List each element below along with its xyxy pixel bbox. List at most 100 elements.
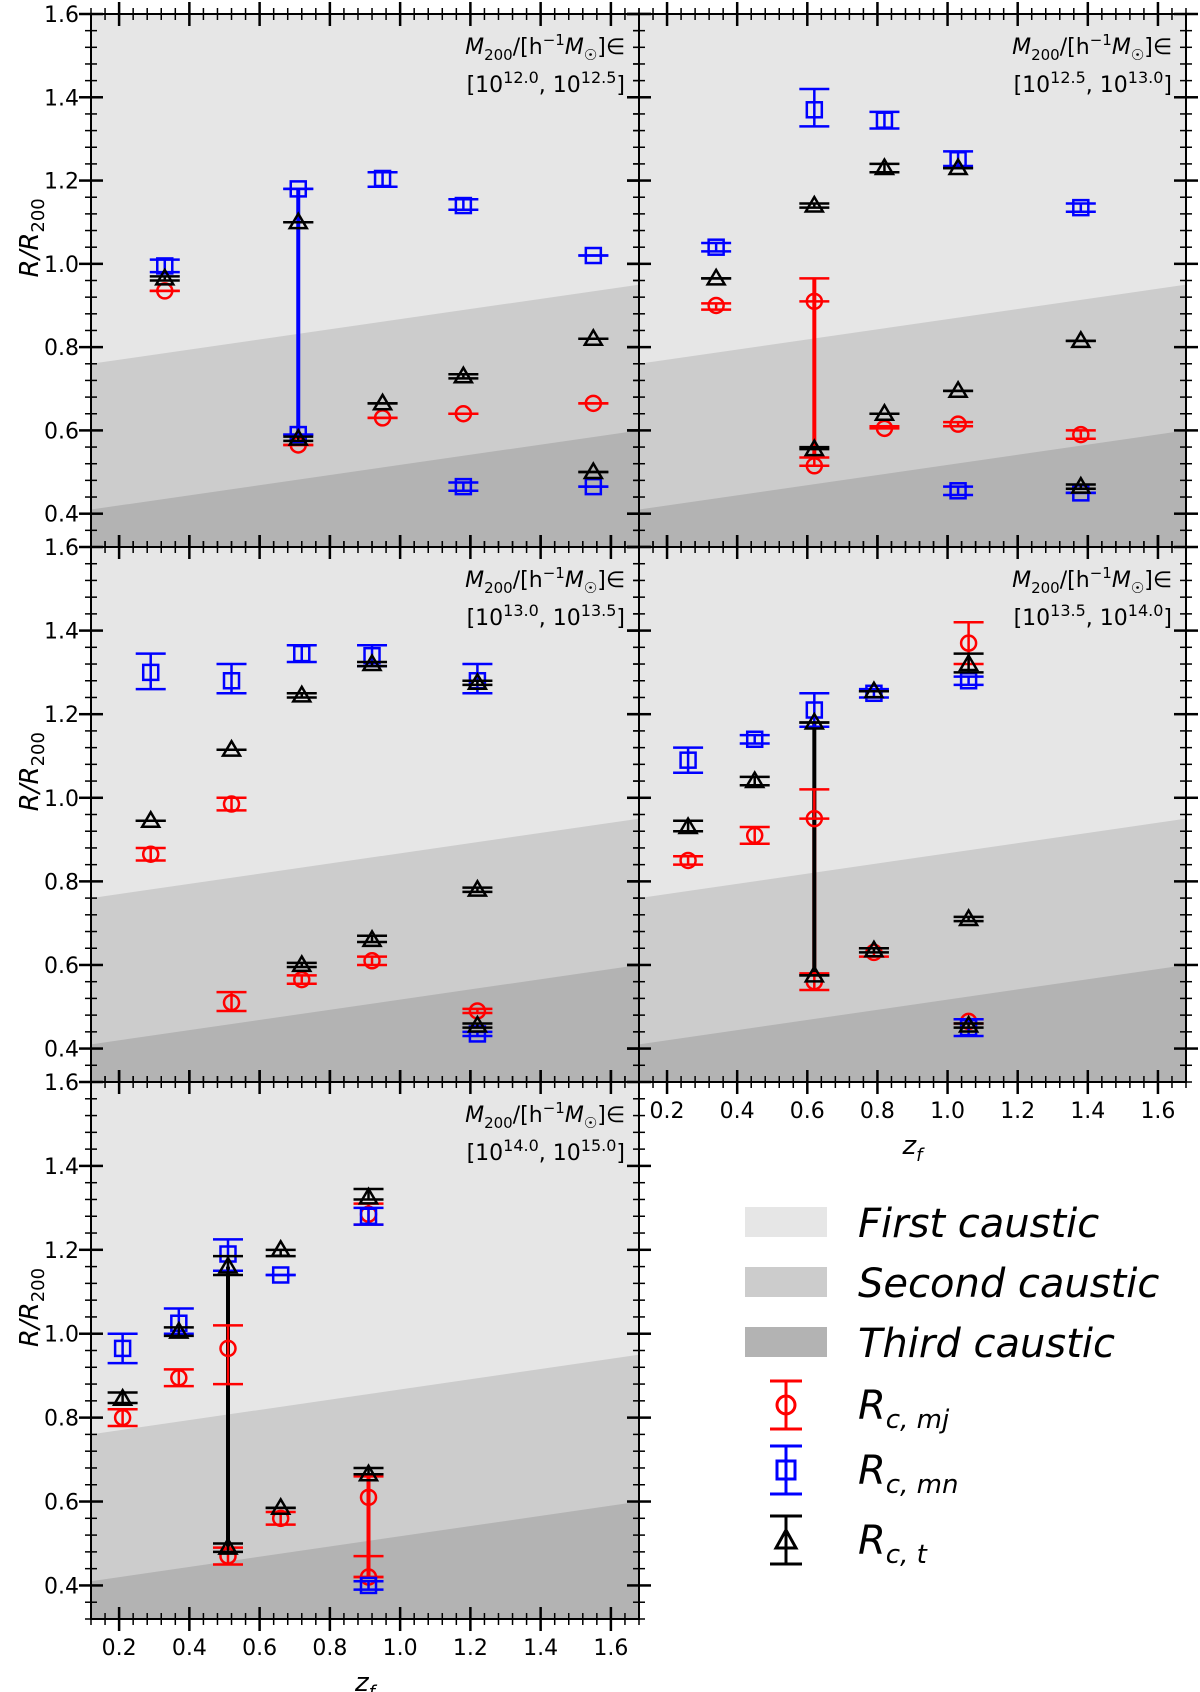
data-point-t [353,1186,384,1205]
data-point-t [462,671,493,691]
x-tick-label: 1.0 [383,1636,418,1661]
square-marker [113,1339,132,1358]
triangle-marker [466,878,489,897]
data-point-t [353,1463,384,1482]
data-point-t [149,267,180,286]
x-tick-label: 1.6 [1140,1099,1175,1124]
triangle-marker [947,157,969,176]
chart-panel-5: 0.4 0.6 0.8 1.0 1.2 1.4 1.6 0.2 0.4 0.6 0.8 1.0 1.2 1… [15,1070,651,1692]
mass-bin-label: M200/[h−1M☉]∈ [465,1099,625,1132]
data-point-t [673,816,704,835]
triangle-marker [957,1014,980,1033]
triangle-marker [582,461,605,480]
data-point-mj [739,825,770,846]
square-marker [289,425,308,444]
circle-marker [1072,425,1090,444]
square-marker [222,672,241,690]
circle-marker [949,415,967,433]
y-tick-label: 1.2 [44,703,79,728]
data-point-mj [1065,425,1096,444]
data-point-mn [135,652,166,691]
y-axis-label: R/R200 [15,198,49,277]
data-point-mj [799,788,830,828]
y-axis-label: R/R200 [15,732,49,811]
data-point-mn [283,180,314,198]
circle-marker [707,296,725,315]
data-point-t [869,402,900,421]
x-tick-label: 1.4 [1070,1099,1105,1124]
triangle-marker [168,1320,190,1339]
x-tick-label: 1.4 [523,1636,558,1661]
legend-item-5: Rc, mn [770,1444,958,1500]
third-caustic-band [91,430,639,547]
data-point-mj [353,1475,384,1558]
data-point-t [107,1387,138,1406]
circle-marker [170,1369,188,1387]
data-point-mj [216,990,247,1013]
legend-label: Second caustic [858,1261,1159,1307]
axis-ticks [627,535,1198,1094]
triangle-marker [873,402,896,421]
y-tick-label: 1.0 [44,787,79,812]
triangle-marker [1070,475,1092,494]
data-point-t [265,1238,296,1258]
third-caustic-band [91,1501,639,1619]
square-marker [454,196,473,215]
data-point-mn [943,482,974,500]
legend-swatch [745,1207,827,1237]
y-tick-label: 0.4 [44,1574,79,1599]
data-point-mn [286,643,317,664]
square-marker [373,169,392,188]
y-tick-label: 0.8 [44,336,79,361]
plot-area [91,1082,639,1619]
data-point-mn [353,1576,384,1595]
square-marker [271,1266,290,1284]
data-point-t [265,1496,296,1516]
data-point-t [283,427,314,446]
circle-marker [363,952,381,970]
circle-marker [219,1339,237,1358]
annotation-text: [1012.0, 1012.5] [467,68,625,98]
y-tick-label: 1.2 [44,170,79,195]
triangle-marker [803,438,826,457]
data-point-mn [1065,198,1096,217]
data-point-mn [448,477,479,496]
data-point-t [286,954,317,973]
x-axis-label: zf [354,1668,378,1692]
plot-area [639,14,1186,547]
triangle-marker [154,267,176,286]
legend-label: First caustic [858,1201,1099,1247]
x-tick-label: 1.2 [453,1636,488,1661]
legend-item-4: Rc, mj [770,1379,950,1435]
triangle-marker [111,1387,134,1406]
y-tick-label: 1.0 [44,253,79,278]
circle-marker [222,795,241,813]
x-tick-label: 0.6 [242,1636,277,1661]
data-point-mn [869,110,900,130]
data-point-mj [578,394,609,413]
data-point-mj [216,795,247,813]
third-caustic-band [91,964,639,1082]
data-point-t [462,1014,493,1033]
y-tick-label: 0.8 [44,870,79,895]
data-point-t [578,461,609,480]
third-caustic-band [639,430,1186,547]
data-point-t [943,157,974,176]
square-marker [1072,198,1090,217]
triangle-marker [291,954,313,973]
triangle-marker [744,770,766,789]
plot-area [91,14,639,547]
circle-marker [113,1408,132,1427]
legend-label: Rc, mn [858,1448,958,1500]
circle-marker [141,845,160,863]
x-tick-label: 0.2 [102,1636,137,1661]
y-tick-label: 0.6 [44,1491,79,1516]
mass-bin-label: M200/[h−1M☉]∈ [465,564,625,597]
third-caustic-band [639,964,1186,1082]
data-point-t [858,680,889,699]
triangle-marker [803,964,826,983]
data-point-mn [739,730,770,749]
x-tick-label: 0.2 [650,1099,685,1124]
data-point-mn [353,1206,384,1226]
triangle-marker [287,211,309,230]
